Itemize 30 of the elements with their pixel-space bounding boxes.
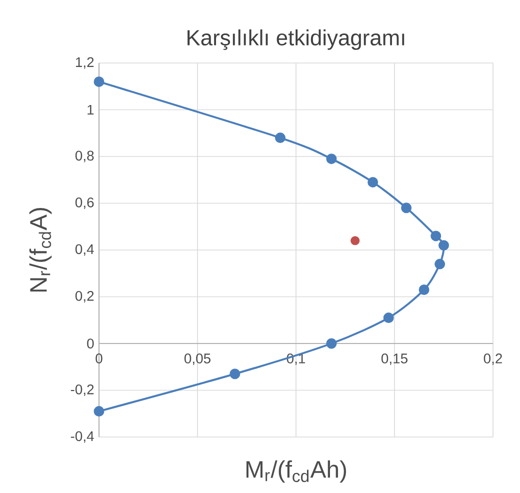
point	[434, 258, 446, 270]
x-tick-label: 0	[96, 354, 102, 364]
y-tick-label: 0,8	[75, 150, 94, 162]
x-tick-label: 0,2	[484, 354, 502, 366]
y-tick-label: 0,4	[75, 244, 94, 256]
point	[430, 230, 442, 242]
y-axis-title: N$_{r}$/(f$_{cd}$A)	[29, 208, 52, 292]
point	[274, 132, 286, 144]
y-tick-label: 0,2	[75, 290, 94, 303]
point	[401, 202, 412, 214]
point	[230, 368, 240, 380]
y-tick-label: -0,2	[70, 384, 94, 396]
point	[438, 240, 450, 251]
point	[326, 154, 337, 164]
x-tick-label: 0,15	[381, 354, 408, 366]
point	[94, 406, 104, 417]
y-tick-label: -0,4	[70, 431, 94, 443]
y-tick-label: 0,6	[75, 197, 94, 210]
y-tick-label: 0	[87, 338, 94, 348]
point	[418, 284, 430, 295]
x-tick-label: 0,05	[184, 354, 210, 366]
point	[326, 338, 337, 349]
point	[350, 236, 360, 246]
point	[94, 76, 104, 87]
x-axis-title: M$_{r}$/(f$_{cd}$Ah)	[246, 460, 346, 483]
y-tick-label: 1	[88, 104, 94, 115]
y-tick-label: 1,2	[76, 57, 94, 69]
point	[383, 312, 394, 324]
chart-title: Karşılıklı etkidiyagramı	[188, 29, 404, 50]
point	[368, 176, 378, 188]
